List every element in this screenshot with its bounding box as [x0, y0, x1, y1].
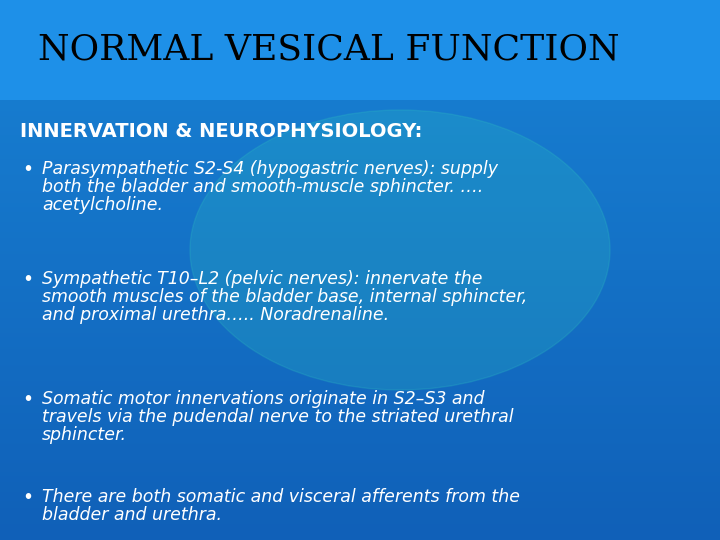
- Text: acetylcholine.: acetylcholine.: [42, 196, 163, 214]
- FancyBboxPatch shape: [0, 0, 720, 100]
- Text: NORMAL VESICAL FUNCTION: NORMAL VESICAL FUNCTION: [38, 33, 620, 67]
- Ellipse shape: [190, 110, 610, 390]
- Text: •: •: [22, 488, 33, 507]
- Text: smooth muscles of the bladder base, internal sphincter,: smooth muscles of the bladder base, inte…: [42, 288, 527, 306]
- Text: both the bladder and smooth-muscle sphincter. ….: both the bladder and smooth-muscle sphin…: [42, 178, 483, 196]
- Text: •: •: [22, 390, 33, 409]
- Text: travels via the pudendal nerve to the striated urethral: travels via the pudendal nerve to the st…: [42, 408, 513, 426]
- Text: bladder and urethra.: bladder and urethra.: [42, 506, 222, 524]
- Text: There are both somatic and visceral afferents from the: There are both somatic and visceral affe…: [42, 488, 520, 506]
- Text: •: •: [22, 270, 33, 289]
- Text: •: •: [22, 160, 33, 179]
- Text: Parasympathetic S2-S4 (hypogastric nerves): supply: Parasympathetic S2-S4 (hypogastric nerve…: [42, 160, 498, 178]
- Text: Sympathetic T10–L2 (pelvic nerves): innervate the: Sympathetic T10–L2 (pelvic nerves): inne…: [42, 270, 482, 288]
- Text: Somatic motor innervations originate in S2–S3 and: Somatic motor innervations originate in …: [42, 390, 485, 408]
- Text: and proximal urethra….. Noradrenaline.: and proximal urethra….. Noradrenaline.: [42, 306, 389, 324]
- Text: sphincter.: sphincter.: [42, 426, 127, 444]
- Text: INNERVATION & NEUROPHYSIOLOGY:: INNERVATION & NEUROPHYSIOLOGY:: [20, 122, 423, 141]
